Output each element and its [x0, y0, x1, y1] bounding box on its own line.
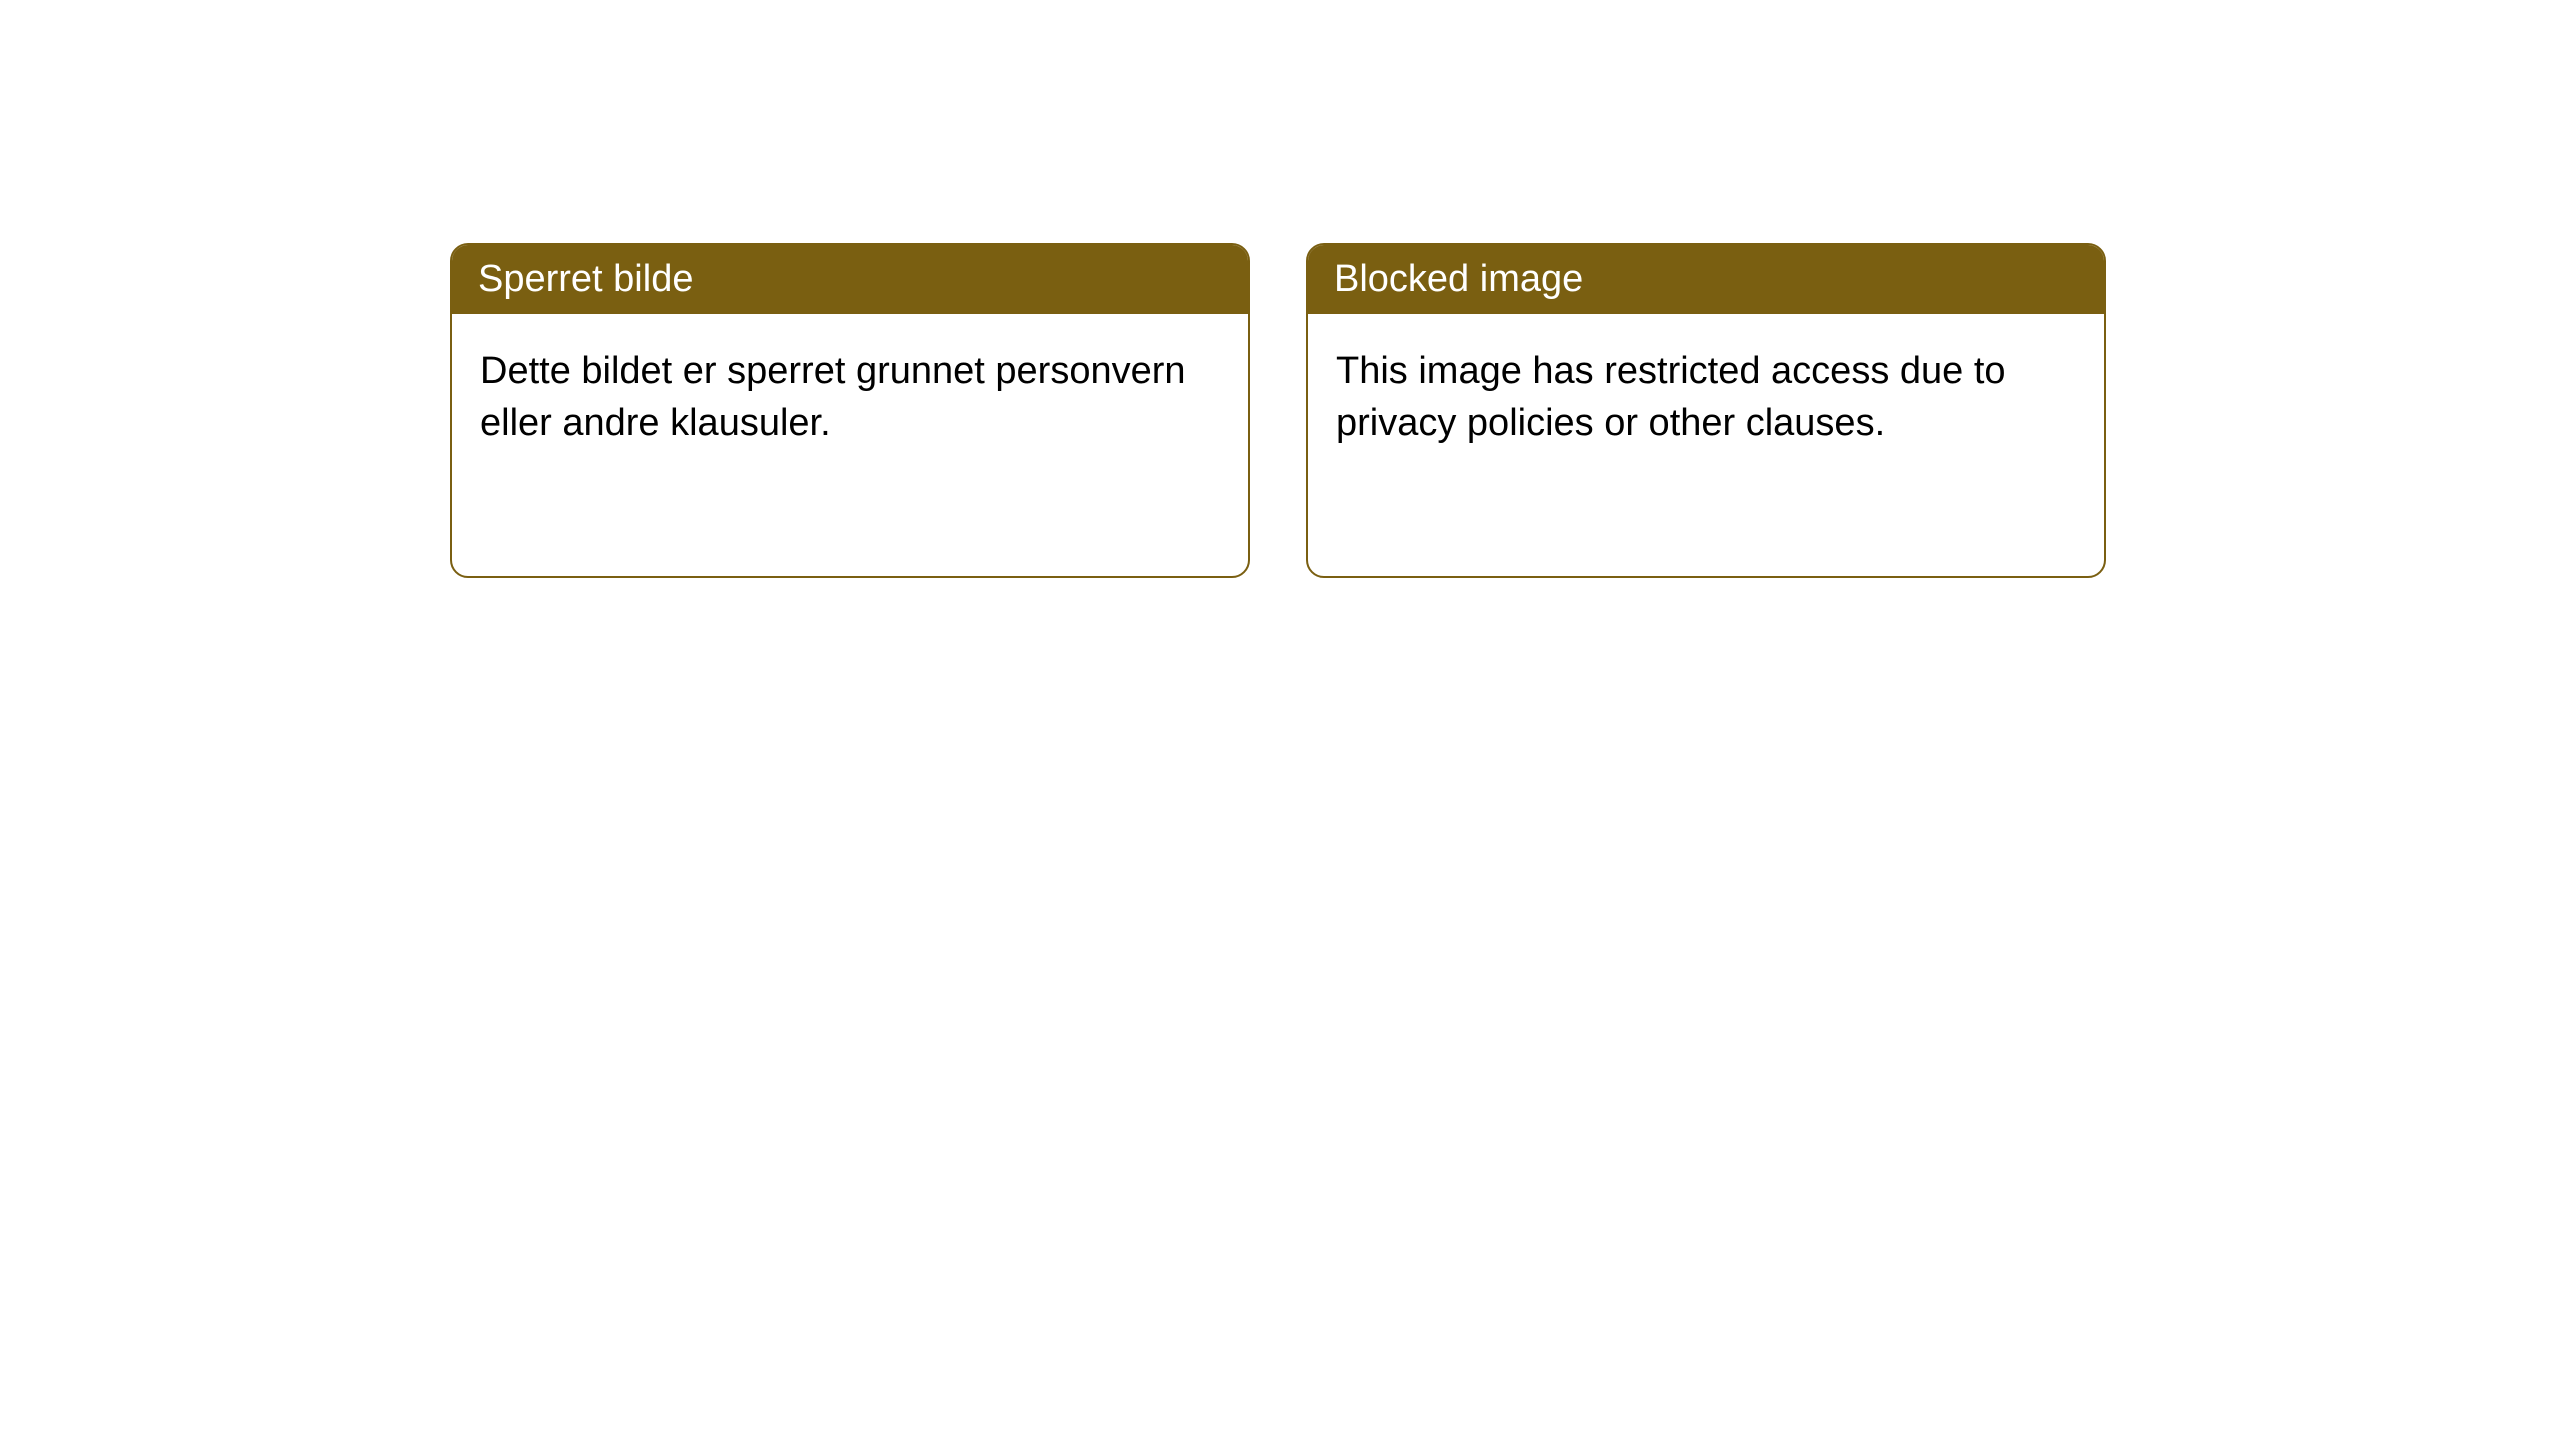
blocked-image-card-no: Sperret bilde Dette bildet er sperret gr…: [450, 243, 1250, 578]
blocked-image-card-en: Blocked image This image has restricted …: [1306, 243, 2106, 578]
card-body-no: Dette bildet er sperret grunnet personve…: [452, 314, 1248, 481]
notice-container: Sperret bilde Dette bildet er sperret gr…: [0, 0, 2560, 578]
card-body-en: This image has restricted access due to …: [1308, 314, 2104, 481]
card-header-no: Sperret bilde: [452, 245, 1248, 314]
card-header-en: Blocked image: [1308, 245, 2104, 314]
